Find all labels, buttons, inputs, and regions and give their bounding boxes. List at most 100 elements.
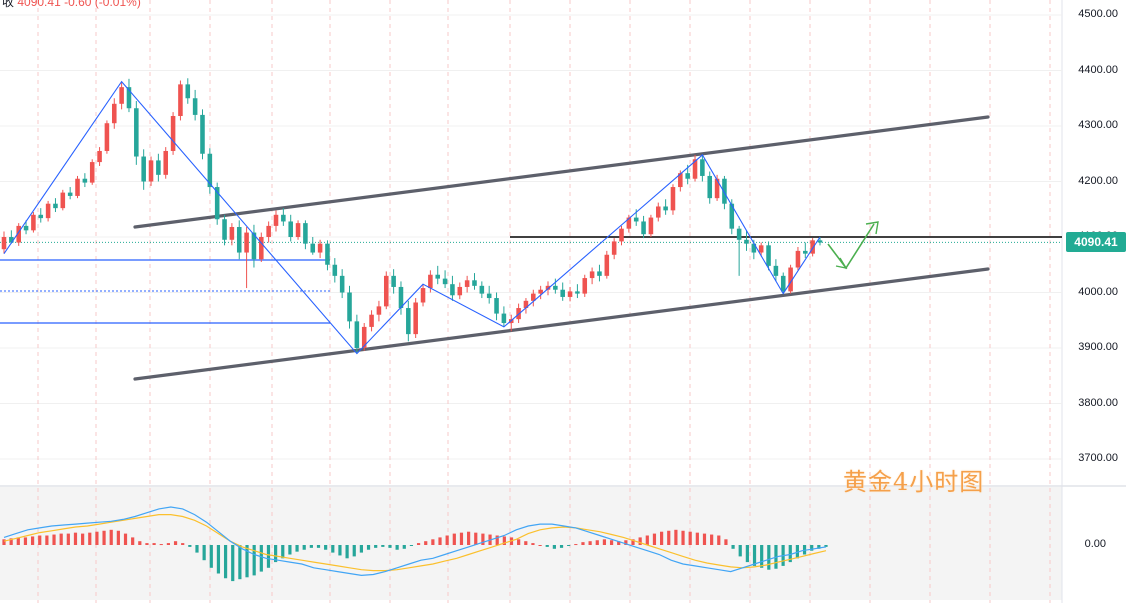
macd-bar: [338, 545, 342, 556]
macd-bar: [223, 545, 228, 579]
candle-up: [111, 103, 117, 124]
macd-bar: [2, 539, 6, 545]
macd-bar: [202, 545, 206, 561]
macd-bar: [95, 531, 99, 545]
candle-up: [148, 160, 154, 182]
macd-bar: [438, 537, 442, 545]
candle-up: [119, 87, 124, 104]
candle-down: [9, 237, 14, 243]
macd-bar: [824, 545, 828, 547]
macd-bar: [738, 545, 742, 557]
candle-down: [303, 223, 308, 244]
chart-watermark: 黄金4小时图: [843, 468, 985, 496]
macd-bar: [388, 545, 392, 548]
macd-bar: [38, 535, 42, 545]
candle-up: [655, 206, 661, 218]
candle-down: [391, 275, 396, 287]
info-change: -0.60: [64, 0, 92, 9]
macd-bar: [760, 545, 764, 568]
macd-bar: [145, 543, 149, 545]
forecast-pivot-mark: [835, 257, 848, 269]
candle-up: [89, 162, 95, 183]
macd-bar: [324, 545, 328, 550]
candle-up: [45, 203, 51, 219]
macd-bar: [681, 530, 685, 545]
macd-bar: [352, 545, 356, 557]
macd-bar: [73, 532, 78, 545]
macd-bar: [245, 545, 249, 578]
forecast-arrowhead: [865, 221, 879, 235]
candle-up: [611, 241, 617, 255]
macd-bar: [731, 545, 735, 549]
candle-down: [339, 275, 345, 293]
candle-down: [780, 275, 786, 292]
macd-bar: [23, 537, 28, 545]
macd-bar: [395, 545, 399, 550]
macd-bar: [567, 545, 571, 546]
candle-down: [663, 206, 668, 211]
candle-up: [464, 280, 470, 287]
candle-down: [156, 160, 161, 175]
y-tick-label: 4200.00: [1078, 174, 1118, 187]
macd-bar: [152, 543, 156, 545]
candle-down: [575, 291, 580, 294]
zigzag-line: [3, 80, 821, 355]
macd-bar: [445, 535, 449, 545]
macd-bar: [116, 530, 120, 545]
macd-bar: [274, 545, 278, 563]
macd-bar: [374, 545, 378, 548]
y-tick-label: 4400.00: [1078, 63, 1118, 76]
candle-up: [361, 326, 367, 348]
y-tick-label: 3900.00: [1078, 341, 1118, 353]
macd-bar: [817, 545, 821, 549]
candle-down: [442, 278, 448, 285]
candle-down: [486, 293, 492, 299]
macd-bar: [123, 533, 128, 545]
candle-down: [766, 245, 771, 266]
macd-bar: [59, 533, 63, 545]
macd-bar: [266, 545, 271, 568]
candle-up: [538, 289, 543, 294]
macd-bar: [660, 531, 664, 545]
candle-up: [163, 150, 169, 175]
candle-down: [700, 159, 705, 176]
candle-down: [773, 265, 779, 276]
macd-bar: [538, 545, 542, 546]
macd-bar: [195, 545, 199, 553]
macd-bar: [481, 533, 485, 545]
candle-up: [273, 214, 279, 226]
candle-down: [82, 178, 88, 183]
candle-down: [200, 114, 205, 154]
candle-up: [104, 123, 110, 151]
macd-bar: [288, 545, 292, 555]
macd-bar: [788, 545, 792, 563]
candle-down: [560, 289, 565, 297]
candle-down: [450, 284, 455, 296]
macd-bar: [624, 540, 628, 545]
candle-down: [332, 264, 338, 276]
macd-bar: [752, 545, 757, 566]
candle-up: [589, 271, 595, 279]
macd-bar: [745, 545, 749, 563]
macd-bar: [559, 545, 564, 548]
candle-down: [192, 98, 198, 115]
candle-up: [31, 214, 36, 231]
candle-up: [229, 227, 235, 240]
macd-bar: [602, 539, 607, 545]
candle-down: [722, 178, 727, 204]
candle-up: [97, 150, 102, 163]
macd-bar: [109, 529, 113, 545]
macd-bar: [517, 539, 521, 545]
channel-lower: [133, 267, 990, 381]
candle-down: [67, 192, 73, 196]
candle-down: [325, 243, 330, 265]
candle-up: [1, 237, 7, 250]
candle-up: [60, 192, 66, 209]
candle-up: [648, 217, 654, 235]
candle-up: [692, 159, 698, 179]
candle-down: [744, 239, 749, 244]
candle-up: [75, 178, 80, 196]
macd-bar: [524, 541, 528, 545]
